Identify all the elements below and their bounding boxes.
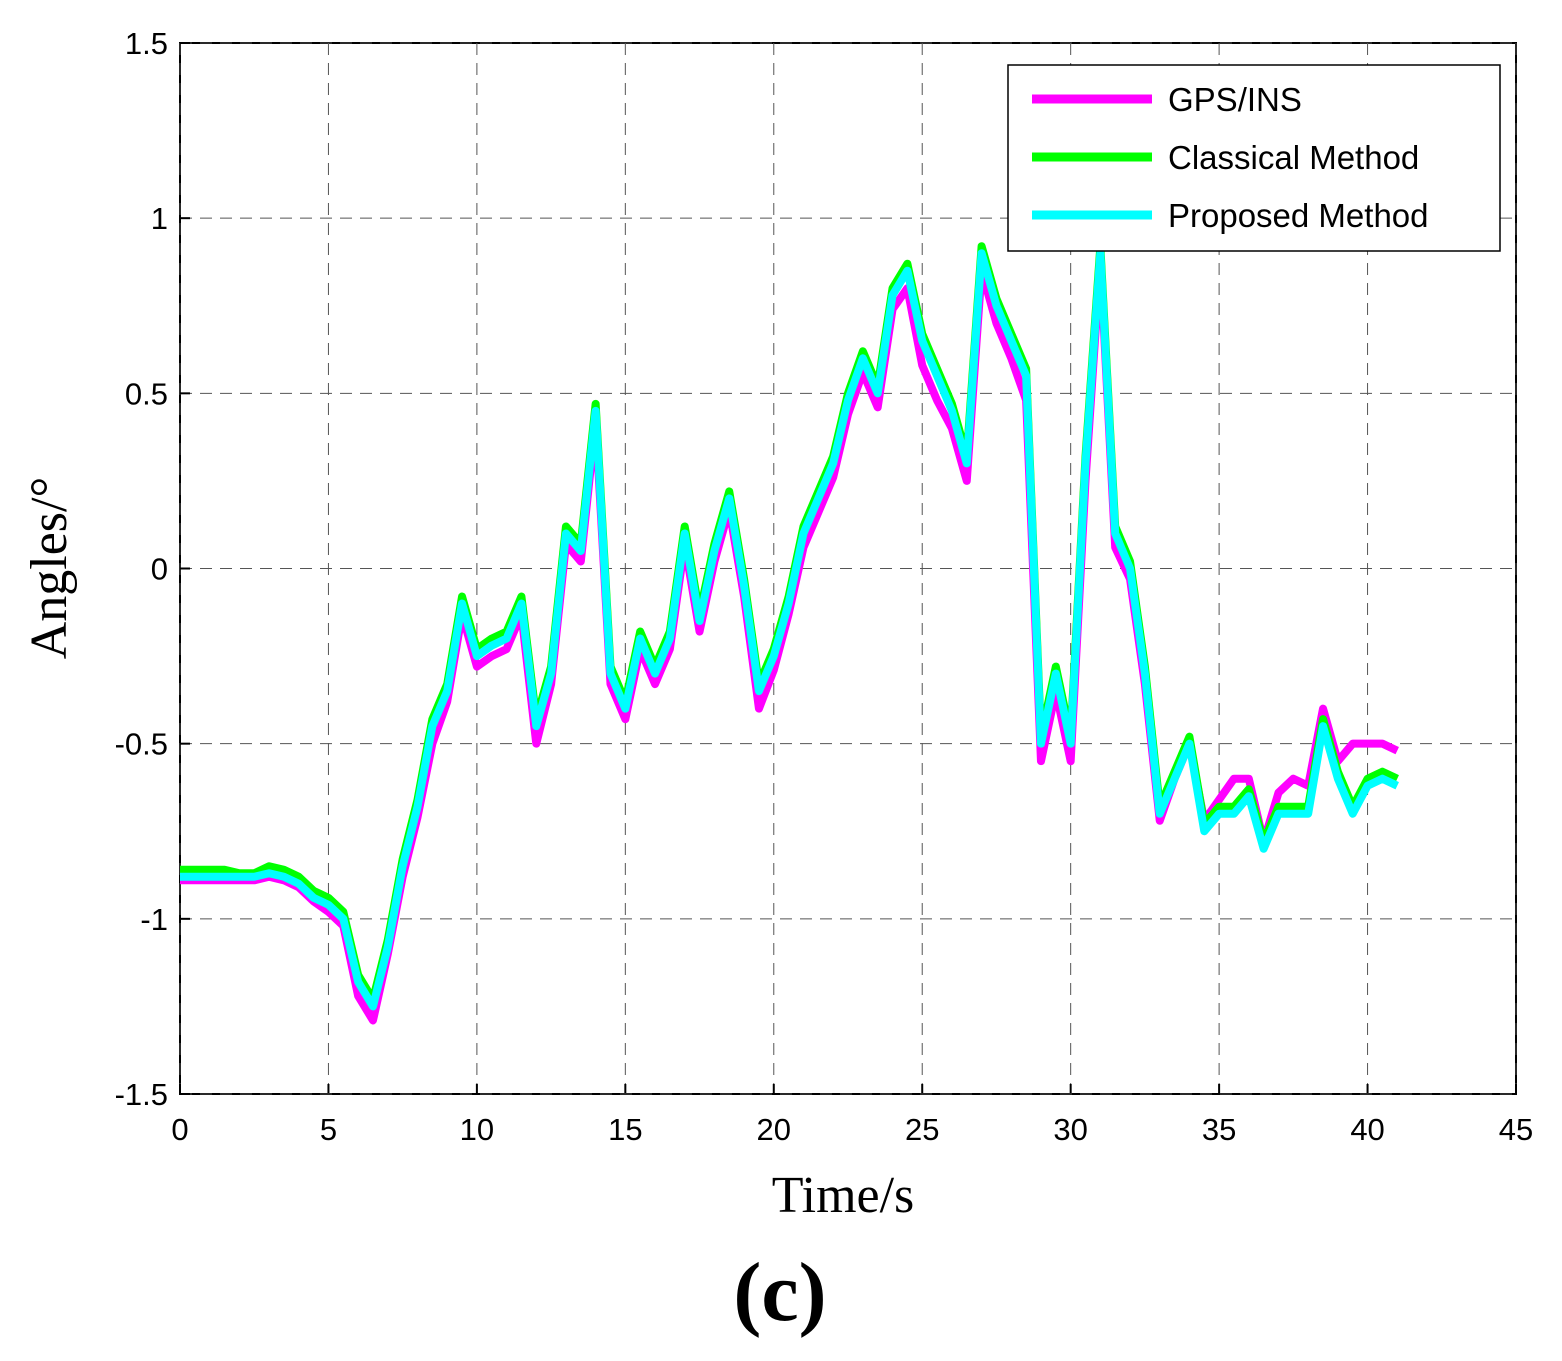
legend-label: Proposed Method: [1168, 197, 1429, 234]
x-axis-label: Time/s: [772, 1167, 915, 1224]
y-tick-label: 0.5: [125, 376, 168, 411]
y-axis-label: Angles/°: [21, 477, 78, 660]
x-tick-label: 20: [757, 1112, 791, 1147]
x-tick-label: 10: [460, 1112, 494, 1147]
legend-label: Classical Method: [1168, 139, 1419, 176]
y-tick-label: -1.5: [115, 1077, 168, 1112]
y-tick-label: 0: [151, 552, 168, 587]
y-tick-label: 1.5: [125, 26, 168, 61]
x-tick-label: 5: [320, 1112, 337, 1147]
x-tick-label: 45: [1499, 1112, 1533, 1147]
x-tick-label: 0: [171, 1112, 188, 1147]
x-tick-label: 35: [1202, 1112, 1236, 1147]
x-tick-label: 25: [905, 1112, 939, 1147]
legend-label: GPS/INS: [1168, 81, 1302, 118]
x-tick-label: 15: [608, 1112, 642, 1147]
caption: (c): [733, 1246, 826, 1339]
y-tick-label: -1: [140, 902, 168, 937]
y-tick-label: -0.5: [115, 727, 168, 762]
x-tick-label: 40: [1350, 1112, 1384, 1147]
series-line: [180, 249, 1399, 1011]
x-tick-label: 30: [1053, 1112, 1087, 1147]
y-tick-label: 1: [151, 201, 168, 236]
